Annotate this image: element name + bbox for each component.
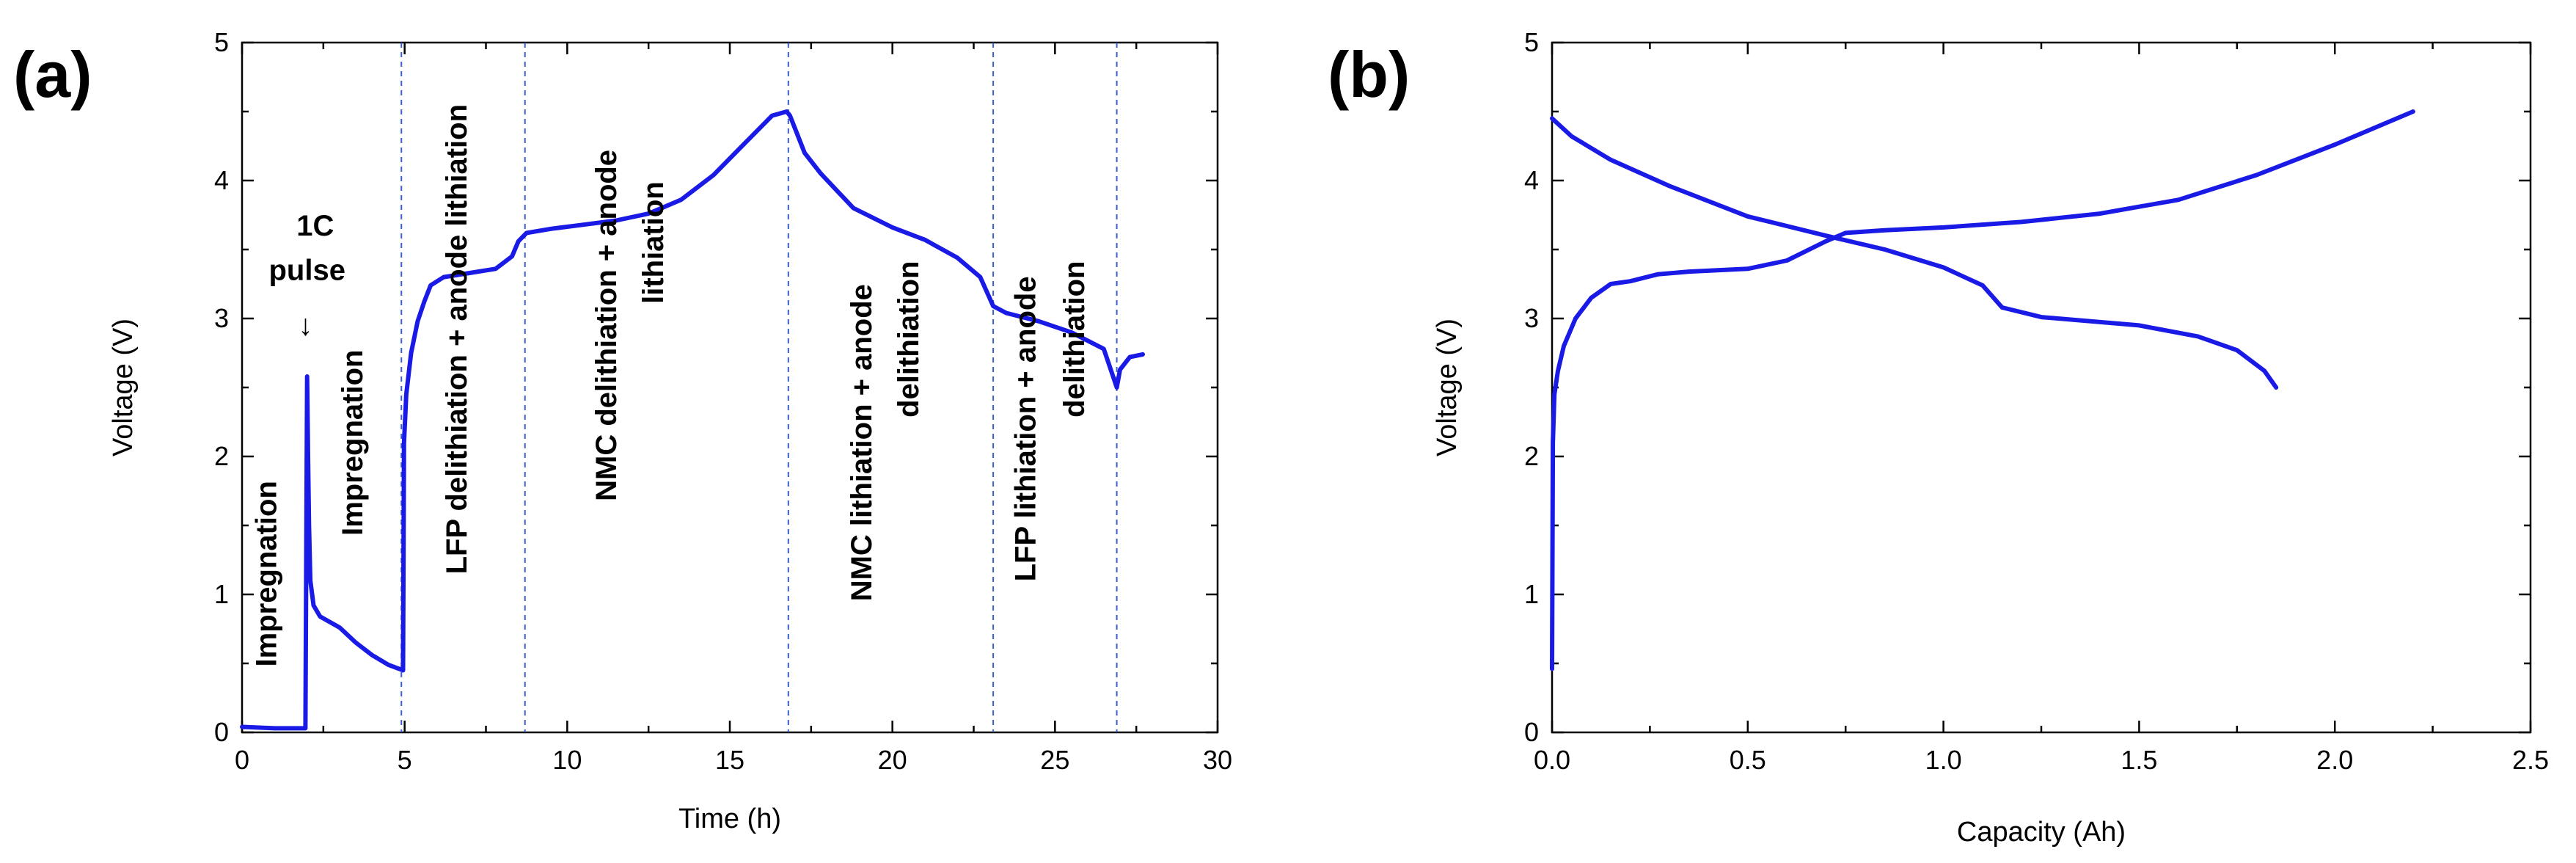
y-tick-label: 1	[214, 579, 229, 609]
series-line-discharge	[1550, 116, 2279, 390]
x-tick-label: 0.0	[1534, 745, 1570, 775]
annotation-label: 1C	[296, 210, 334, 242]
panel-a-ticks: 0 5 10 15 20 25 30 0 1 2 3 4 5	[214, 27, 1232, 775]
panel-a-x-axis-title: Time (h)	[678, 804, 781, 834]
y-tick-label: 5	[214, 27, 229, 57]
series-line-charge	[1550, 109, 2415, 671]
panel-b-voltage-vs-capacity: (b) 0.0 0.5 1.0 1.5 2.0 2.5 0 1 2 3 4 5 Capacity (A…	[1328, 27, 2549, 848]
panel-a-voltage-vs-time: (a) 0 5 10 15 20 25 30 0 1 2 3 4 5 Impregnation 1C pul…	[13, 27, 1232, 834]
panel-label-b: (b)	[1328, 38, 1410, 111]
x-tick-label: 10	[552, 745, 582, 775]
y-tick-label: 4	[214, 165, 229, 195]
y-tick-label: 0	[1524, 717, 1539, 747]
x-tick-label: 25	[1040, 745, 1069, 775]
x-tick-label: 30	[1203, 745, 1232, 775]
panel-b-plot-frame	[1551, 41, 2532, 734]
series-line-voltage	[240, 109, 1145, 731]
annotation-label: Impregnation	[251, 481, 283, 666]
annotation-label: pulse	[268, 254, 345, 286]
x-tick-label: 1.5	[2121, 745, 2157, 775]
x-tick-label: 1.0	[1925, 745, 1962, 775]
x-tick-label: 2.0	[2316, 745, 2353, 775]
x-tick-label: 0	[235, 745, 249, 775]
panel-b-series	[1550, 109, 2415, 671]
panel-a-annotations: Impregnation 1C pulse ↓ Impregnation LFP deli…	[251, 104, 1091, 666]
y-tick-label: 2	[1524, 441, 1539, 471]
annotation-label: Impregnation	[337, 350, 369, 536]
x-tick-label: 20	[878, 745, 907, 775]
panel-b-ticks: 0.0 0.5 1.0 1.5 2.0 2.5 0 1 2 3 4 5	[1524, 27, 2549, 775]
y-tick-label: 0	[214, 717, 229, 747]
y-tick-label: 2	[214, 441, 229, 471]
y-tick-label: 4	[1524, 165, 1539, 195]
x-tick-label: 15	[715, 745, 744, 775]
y-tick-label: 1	[1524, 579, 1539, 609]
annotation-label: LFP delithiation + anode lithiation	[441, 104, 473, 574]
y-tick-label: 3	[1524, 303, 1539, 333]
annotation-label: ↓	[298, 310, 312, 342]
annotation-label: lithiation	[637, 181, 670, 304]
panel-a-y-axis-title: Voltage (V)	[108, 318, 139, 456]
y-tick-label: 5	[1524, 27, 1539, 57]
panel-b-x-axis-title: Capacity (Ah)	[1957, 817, 2126, 848]
annotation-label: delithiation	[893, 261, 925, 418]
annotation-label: delithiation	[1058, 261, 1091, 418]
x-tick-label: 0.5	[1730, 745, 1766, 775]
x-tick-label: 5	[398, 745, 412, 775]
annotation-label: NMC lithiation + anode	[846, 284, 878, 601]
annotation-label: NMC delithiation + anode	[590, 150, 623, 501]
x-tick-label: 2.5	[2512, 745, 2549, 775]
panel-b-y-axis-title: Voltage (V)	[1432, 318, 1463, 456]
panel-label-a: (a)	[13, 38, 92, 111]
y-tick-label: 3	[214, 303, 229, 333]
panel-a-series	[240, 109, 1145, 731]
annotation-label: LFP lithiation + anode	[1010, 276, 1042, 581]
